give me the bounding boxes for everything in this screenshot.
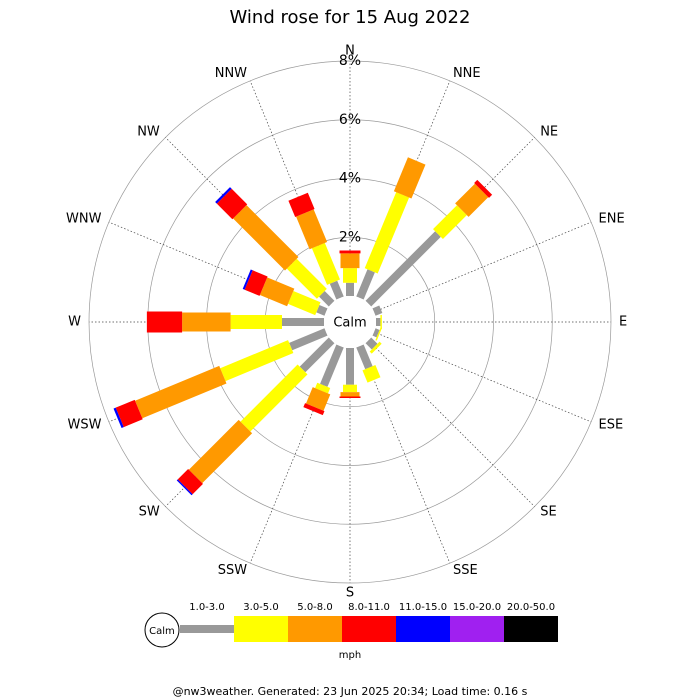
legend-label: 3.0-5.0 — [243, 602, 278, 613]
direction-label: ESE — [599, 417, 624, 432]
footer: @nw3weather. Generated: 23 Jun 2025 20:3… — [173, 685, 528, 698]
wind-segment — [316, 304, 328, 316]
wind-segment — [303, 403, 325, 416]
wind-segment — [220, 340, 294, 382]
r-tick-label: 4% — [339, 171, 361, 187]
direction-label: W — [68, 315, 81, 330]
wind-segment — [393, 157, 426, 199]
wind-segment — [319, 291, 335, 307]
wind-segment — [115, 399, 143, 428]
wind-segment — [288, 192, 315, 218]
wind-segment — [177, 469, 203, 495]
direction-label: WSW — [68, 417, 102, 432]
wind-segment — [369, 341, 382, 354]
spoke — [373, 331, 592, 423]
wind-segment — [233, 205, 299, 271]
legend-swatch — [450, 616, 504, 642]
wind-segment — [329, 280, 344, 300]
direction-label: NE — [540, 124, 558, 139]
wind-segment — [455, 183, 489, 217]
wind-segment — [299, 337, 335, 373]
wind-segment — [364, 192, 410, 274]
legend-label: 1.0-3.0 — [189, 602, 224, 613]
direction-label: SSE — [453, 563, 478, 578]
wind-segment — [372, 305, 383, 316]
wind-segment — [286, 258, 327, 299]
wind-segment — [176, 479, 193, 496]
direction-label: SSW — [218, 563, 248, 578]
wind-segment — [320, 344, 344, 387]
wind-segment — [365, 337, 378, 350]
legend-label: 15.0-20.0 — [453, 602, 501, 613]
legend-label: 5.0-8.0 — [297, 602, 332, 613]
calm-label: Calm — [333, 316, 366, 331]
direction-label: SW — [139, 505, 160, 520]
wind-segment — [311, 242, 340, 285]
legend-calm — [144, 612, 180, 648]
legend-calm-label: Calm — [149, 626, 175, 637]
wind-segment — [215, 187, 232, 204]
r-tick-label: 8% — [339, 53, 361, 69]
wind-segment — [244, 270, 268, 296]
wind-segment — [216, 188, 248, 220]
wind-segment — [240, 364, 308, 432]
r-tick-label: 6% — [339, 112, 361, 128]
wind-segment — [433, 205, 467, 239]
direction-label: E — [619, 315, 627, 330]
wind-segment — [188, 419, 253, 484]
direction-label: S — [346, 586, 354, 601]
wind-segment — [259, 277, 295, 307]
direction-label: SE — [540, 505, 556, 520]
calm-circle — [324, 296, 376, 348]
legend-swatch — [288, 616, 342, 642]
legend-swatch — [234, 616, 288, 642]
wind-segment — [474, 179, 493, 198]
spoke — [359, 345, 451, 564]
legend-label: 8.0-11.0 — [348, 602, 390, 613]
direction-label: WNW — [66, 212, 102, 227]
chart-title: Wind rose for 15 Aug 2022 — [230, 7, 471, 28]
wind-segment — [356, 269, 375, 300]
wind-segment — [362, 365, 381, 383]
wind-segment — [296, 209, 328, 250]
direction-label: ENE — [599, 212, 625, 227]
wind-segment — [135, 365, 227, 419]
r-tick-label: 2% — [339, 229, 361, 245]
legend-label: 20.0-50.0 — [507, 602, 555, 613]
legend-label: 11.0-15.0 — [399, 602, 447, 613]
legend-swatch — [342, 616, 396, 642]
direction-label: NNW — [215, 66, 247, 81]
direction-label: NNE — [453, 66, 481, 81]
wind-segment — [356, 344, 373, 370]
wind-segment — [372, 328, 380, 338]
wind-segment — [113, 407, 124, 428]
spoke — [373, 221, 592, 313]
wind-segment — [242, 269, 253, 290]
wind-segment — [365, 231, 441, 307]
legend-unit: mph — [339, 650, 361, 661]
wind-segment — [375, 327, 383, 341]
wind-segment — [288, 290, 321, 316]
legend-swatch — [504, 616, 558, 642]
direction-label: N — [345, 44, 355, 59]
wind-segment — [289, 328, 328, 351]
wind-segment — [315, 382, 331, 394]
spoke — [368, 340, 535, 507]
wind-segment — [305, 387, 331, 411]
direction-label: NW — [137, 124, 160, 139]
legend-swatch — [180, 625, 234, 633]
legend-swatch — [396, 616, 450, 642]
